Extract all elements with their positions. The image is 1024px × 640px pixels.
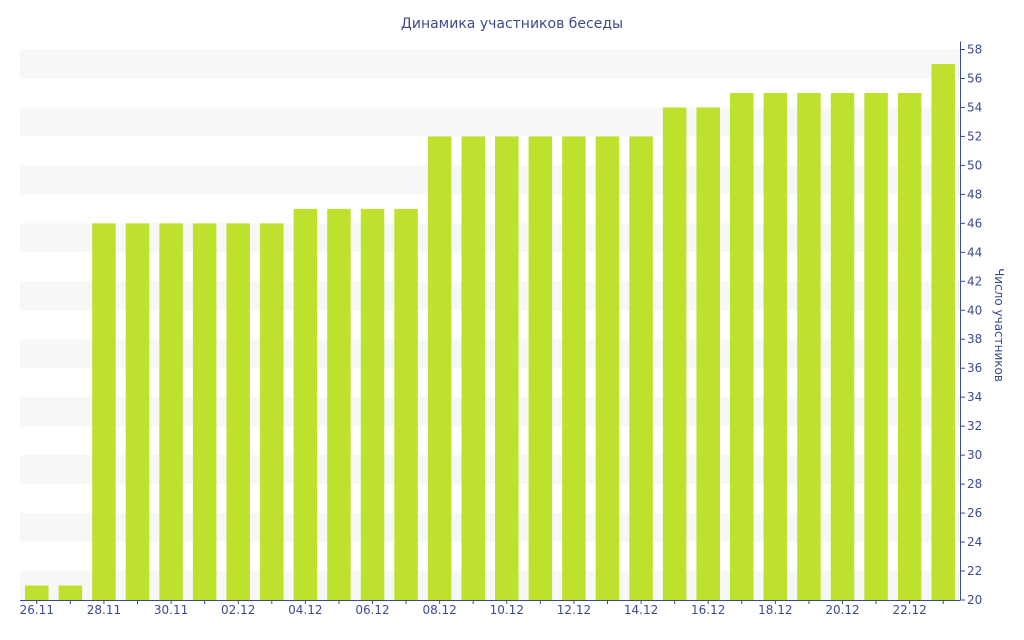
y-tick-label: 36: [967, 361, 982, 375]
x-tick-label: 14.12: [624, 603, 658, 617]
bar-03.12: [260, 223, 284, 600]
y-tick-label: 56: [967, 71, 982, 85]
bar-01.12: [192, 223, 217, 600]
bar-09.12: [461, 136, 485, 600]
y-tick-label: 38: [967, 332, 982, 346]
y-tick-label: 30: [967, 448, 982, 462]
x-tick-label: 20.12: [825, 603, 859, 617]
bar-04.12: [293, 208, 318, 600]
bar-12.12: [562, 136, 586, 600]
x-tick-label: 10.12: [490, 603, 524, 617]
bar-28.11: [92, 223, 116, 600]
bar-21.12: [864, 92, 888, 601]
bar-05.12: [327, 208, 351, 600]
bar-07.12: [394, 208, 418, 600]
x-tick-label: 16.12: [691, 603, 725, 617]
bar-15.12: [662, 107, 687, 601]
x-tick-label: 26.11: [20, 603, 54, 617]
y-tick-label: 22: [967, 564, 982, 578]
bars: [25, 63, 955, 601]
y-tick-label: 34: [967, 390, 982, 404]
x-tick-label: 06.12: [355, 603, 389, 617]
axes: [20, 41, 961, 601]
y-tick-label: 46: [967, 216, 982, 230]
bar-08.12: [427, 136, 452, 600]
grid-band: [20, 49, 960, 79]
y-tick-label: 52: [967, 129, 982, 143]
y-tick-label: 28: [967, 477, 982, 491]
y-tick-label: 26: [967, 506, 982, 520]
bar-23.12: [931, 63, 955, 601]
x-tick-label: 28.11: [87, 603, 121, 617]
y-tick-label: 48: [967, 187, 982, 201]
bar-14.12: [629, 136, 653, 600]
y-tick-label: 58: [967, 43, 982, 57]
bar-13.12: [595, 136, 620, 600]
x-tick-label: 22.12: [892, 603, 926, 617]
x-tick-label: 30.11: [154, 603, 188, 617]
y-tick-label: 24: [967, 535, 982, 549]
y-tick-label: 40: [967, 303, 982, 317]
x-tick-label: 18.12: [758, 603, 792, 617]
x-tick-label: 12.12: [557, 603, 591, 617]
x-tick-label: 02.12: [221, 603, 255, 617]
chart-title: Динамика участников беседы: [401, 16, 623, 32]
bar-29.11: [125, 223, 150, 600]
bar-11.12: [528, 136, 553, 600]
y-tick-label: 50: [967, 158, 982, 172]
y-ticks: 20 22 24 26 28 30 32 34 36 38 40 42 44 46 48 50 52 54 56 58: [960, 43, 982, 607]
y-tick-label: 44: [967, 245, 982, 259]
y-tick-label: 32: [967, 419, 982, 433]
bar-16.12: [696, 107, 720, 601]
y-axis-label: Число участников: [992, 268, 1006, 382]
bar-26.11: [25, 585, 49, 600]
bar-19.12: [797, 92, 821, 601]
x-tick-label: 08.12: [422, 603, 456, 617]
bar-20.12: [830, 92, 855, 601]
y-tick-label: 42: [967, 274, 982, 288]
bar-17.12: [730, 92, 754, 601]
bar-22.12: [897, 92, 922, 601]
bar-02.12: [226, 223, 250, 600]
x-tick-label: 04.12: [288, 603, 322, 617]
bar-10.12: [495, 136, 519, 600]
bar-06.12: [360, 208, 385, 600]
x-ticks: 26.11 28.11 30.11 02.12 04.12 06.12 08.12 10.12…: [20, 600, 944, 617]
y-tick-label: 54: [967, 100, 982, 114]
bar-18.12: [763, 92, 788, 601]
y-tick-label: 20: [967, 593, 982, 607]
bar-30.11: [159, 223, 183, 600]
bar-27.11: [58, 585, 83, 600]
